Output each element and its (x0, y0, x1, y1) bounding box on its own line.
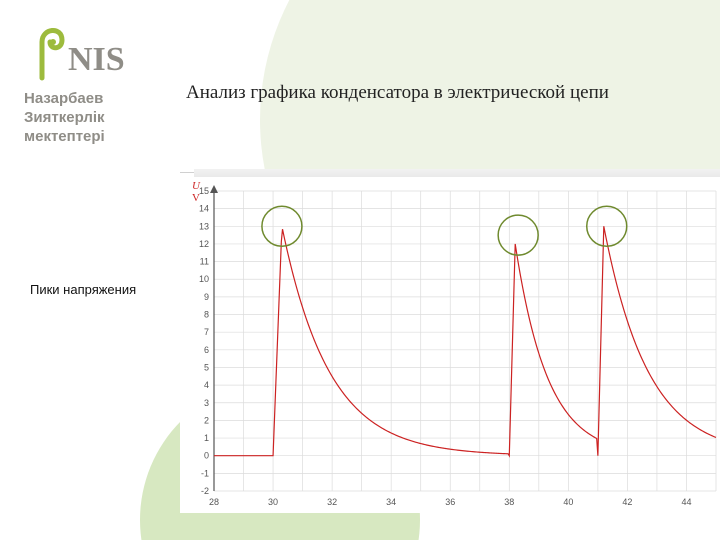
svg-text:U: U (192, 180, 201, 192)
svg-text:30: 30 (268, 497, 278, 507)
svg-text:38: 38 (504, 497, 514, 507)
brand-logo: NIS Назарбаев Зияткерлік мектептері (24, 20, 164, 146)
svg-text:15: 15 (199, 186, 209, 196)
svg-text:6: 6 (204, 345, 209, 355)
svg-text:2: 2 (204, 415, 209, 425)
svg-text:-1: -1 (201, 468, 209, 478)
svg-text:9: 9 (204, 292, 209, 302)
svg-text:13: 13 (199, 221, 209, 231)
svg-text:28: 28 (209, 497, 219, 507)
svg-text:40: 40 (563, 497, 573, 507)
svg-text:11: 11 (200, 257, 209, 267)
nis-swirl-icon: NIS (24, 20, 164, 84)
svg-text:1: 1 (204, 433, 209, 443)
svg-text:5: 5 (204, 362, 209, 372)
svg-text:7: 7 (204, 327, 209, 337)
svg-text:V: V (192, 192, 200, 204)
svg-text:8: 8 (204, 310, 209, 320)
voltage-chart: -2-1012345678910111213141528303234363840… (180, 172, 720, 513)
brand-line-2: Зияткерлік (24, 109, 164, 128)
brand-acronym: NIS (68, 41, 125, 78)
svg-text:-2: -2 (201, 486, 209, 496)
svg-text:34: 34 (386, 497, 396, 507)
svg-text:42: 42 (622, 497, 632, 507)
svg-text:32: 32 (327, 497, 337, 507)
svg-text:0: 0 (204, 451, 209, 461)
svg-text:4: 4 (204, 380, 209, 390)
svg-text:12: 12 (199, 239, 209, 249)
svg-text:3: 3 (204, 398, 209, 408)
chart-toolbar-strip (194, 169, 720, 177)
svg-text:10: 10 (199, 274, 209, 284)
chart-svg: -2-1012345678910111213141528303234363840… (180, 173, 720, 513)
page-title: Анализ графика конденсатора в электричес… (186, 82, 609, 104)
peaks-label: Пики напряжения (30, 282, 136, 297)
svg-text:14: 14 (199, 204, 209, 214)
svg-text:44: 44 (681, 497, 691, 507)
svg-text:36: 36 (445, 497, 455, 507)
brand-line-1: Назарбаев (24, 90, 164, 109)
brand-line-3: мектептері (24, 128, 164, 147)
